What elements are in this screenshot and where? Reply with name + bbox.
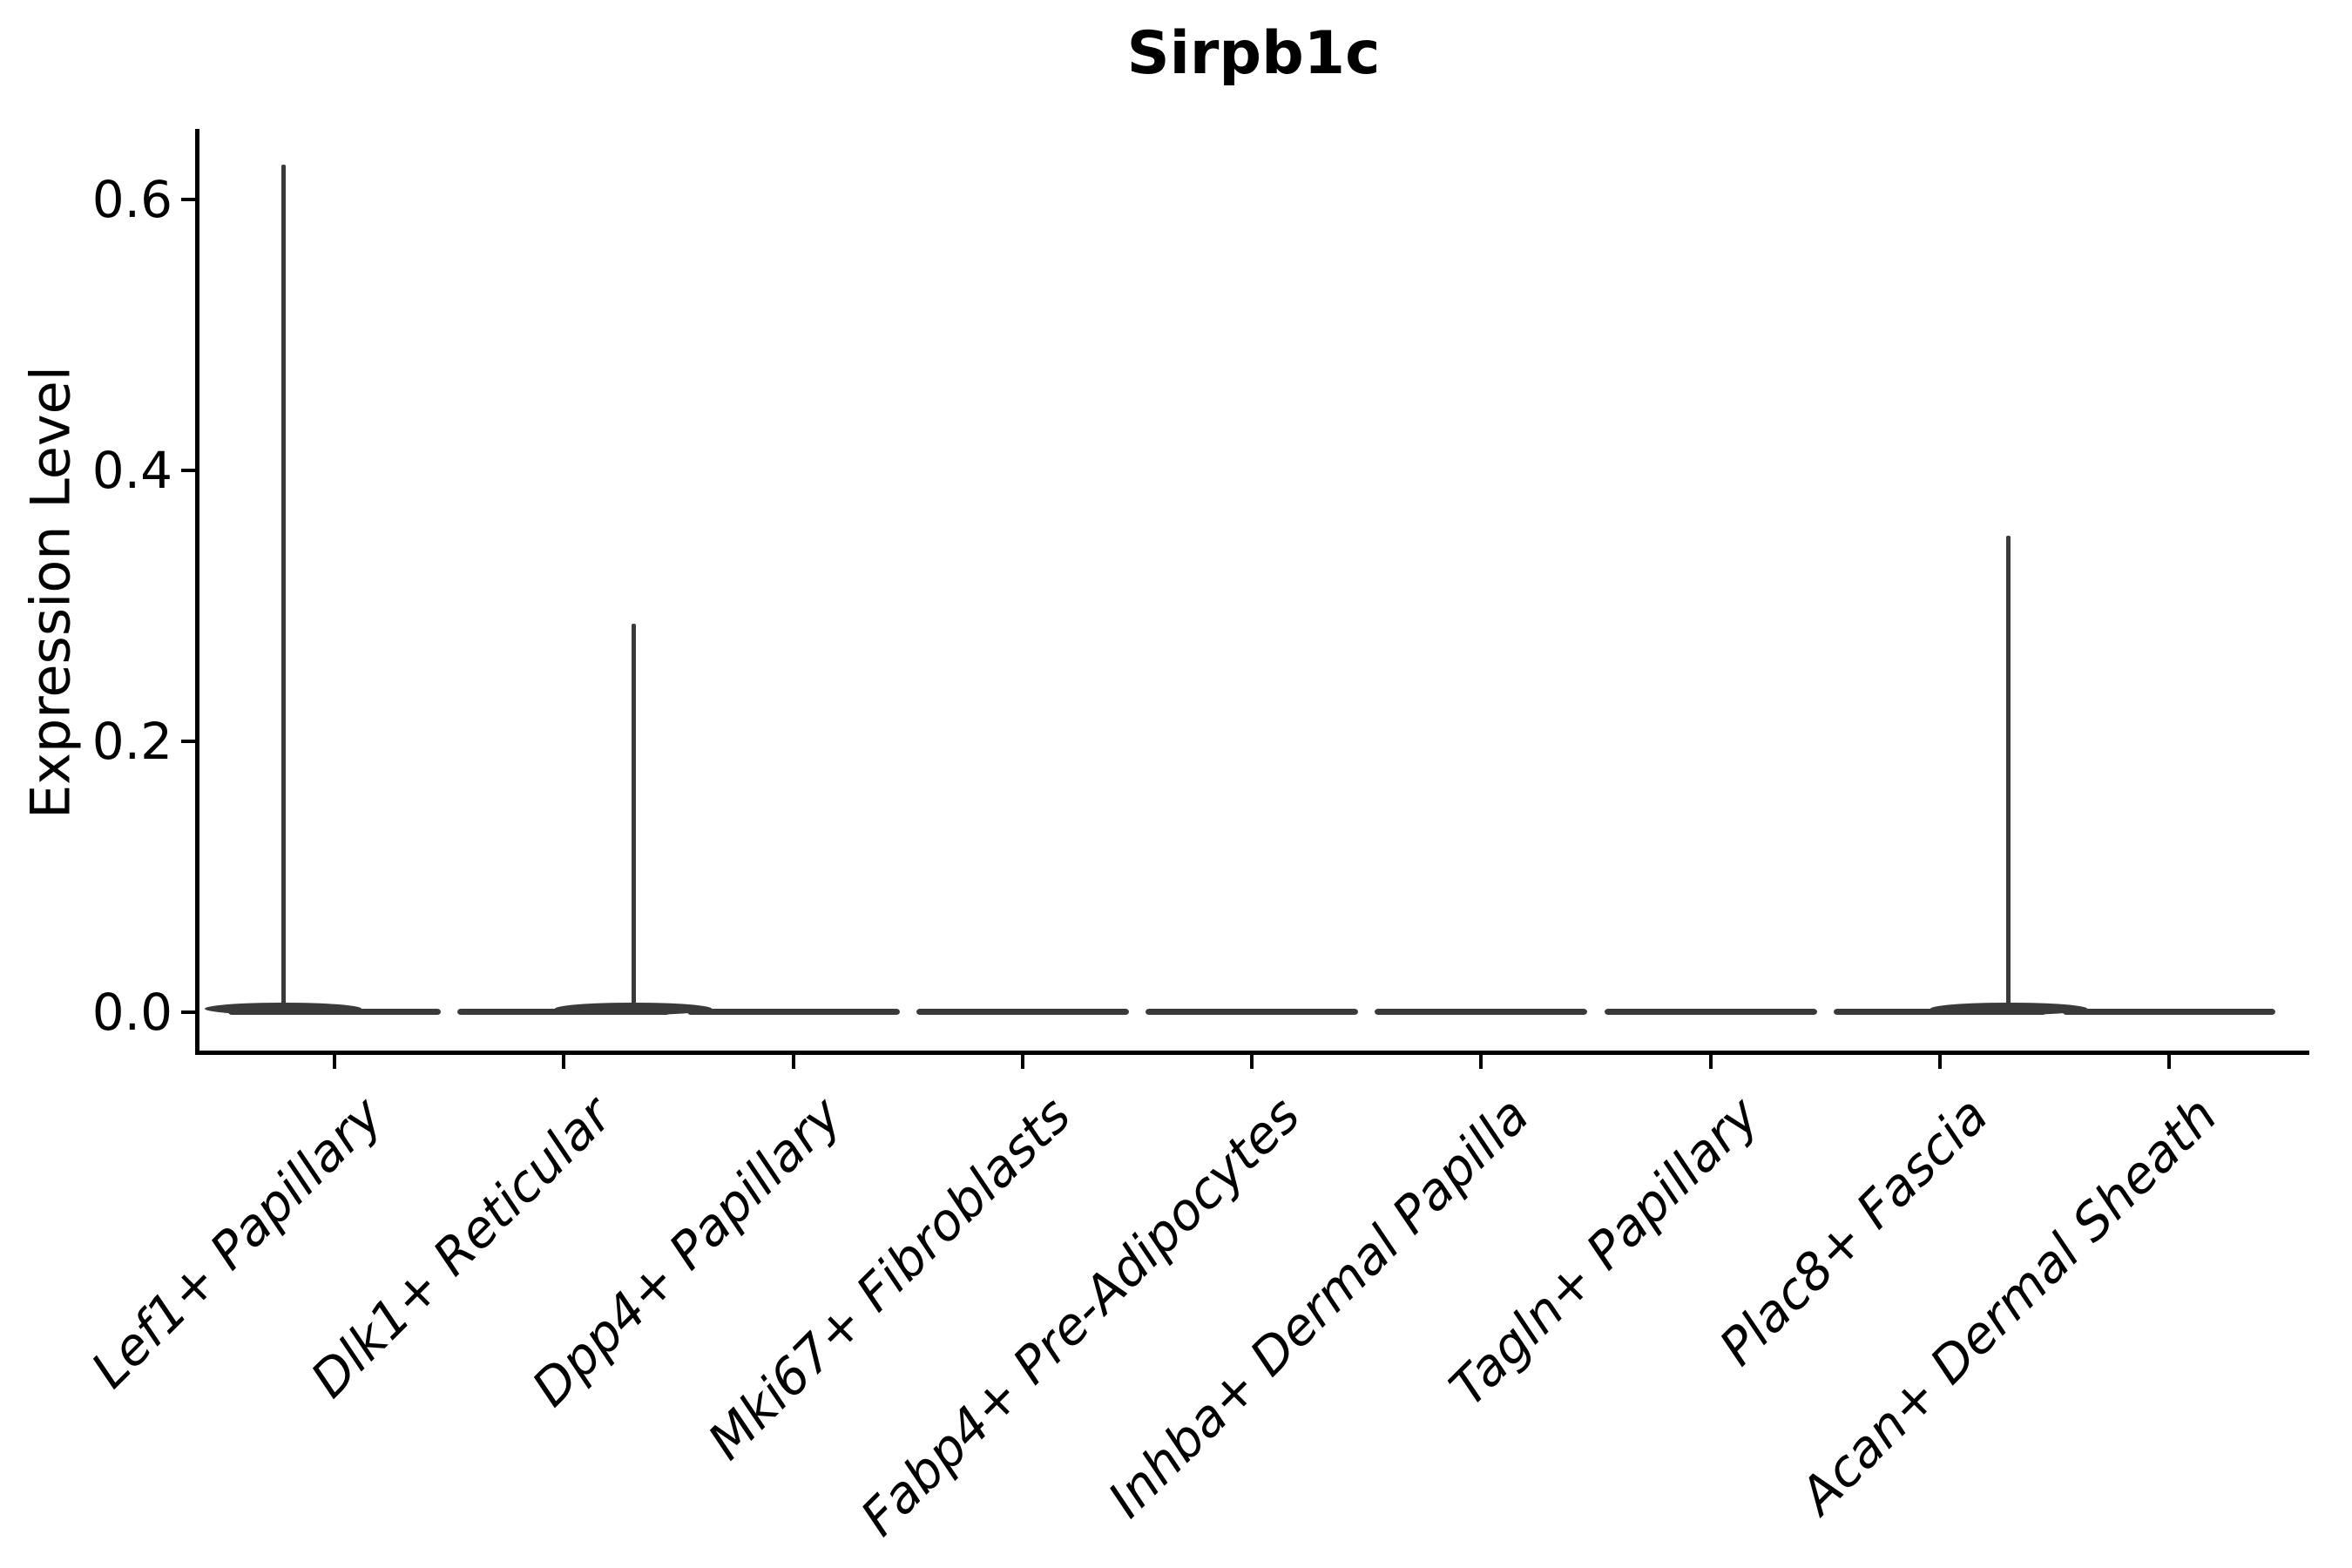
x-tick xyxy=(2167,1053,2171,1069)
violin-body xyxy=(1375,1009,1588,1015)
x-tick-label: Inhba+ Dermal Papilla xyxy=(1097,1085,1541,1530)
x-tick xyxy=(333,1053,336,1069)
violin-spike xyxy=(631,623,636,1012)
x-tick xyxy=(1020,1053,1024,1069)
x-tick xyxy=(1937,1053,1942,1069)
plot-title: Sirpb1c xyxy=(1126,19,1381,88)
y-tick-label: 0.0 xyxy=(91,983,172,1042)
violin-body xyxy=(686,1009,900,1015)
x-tick xyxy=(1250,1053,1254,1069)
y-tick xyxy=(181,198,196,201)
y-tick-label: 0.6 xyxy=(91,170,172,229)
violin-spike xyxy=(2006,535,2011,1012)
violin-spike xyxy=(280,164,286,1012)
violin-body xyxy=(916,1009,1129,1015)
violin-body xyxy=(1833,1009,2046,1015)
violin-body xyxy=(457,1009,671,1015)
x-tick-label: Fabp4+ Pre-Adipocytes xyxy=(848,1085,1312,1548)
x-tick xyxy=(1479,1053,1484,1069)
y-tick xyxy=(181,740,196,743)
x-tick xyxy=(791,1053,795,1069)
y-axis-spine xyxy=(195,129,199,1055)
x-axis-spine xyxy=(195,1051,2309,1055)
violin-body xyxy=(1604,1009,1817,1015)
y-tick-label: 0.2 xyxy=(91,712,172,771)
x-tick xyxy=(562,1053,566,1069)
y-tick xyxy=(181,469,196,472)
x-tick xyxy=(1708,1053,1713,1069)
y-tick-label: 0.4 xyxy=(91,441,172,500)
violin-body xyxy=(1146,1009,1358,1015)
y-tick xyxy=(181,1010,196,1014)
violin-body xyxy=(2063,1009,2275,1015)
x-tick-label: Acan+ Dermal Sheath xyxy=(1788,1085,2229,1525)
